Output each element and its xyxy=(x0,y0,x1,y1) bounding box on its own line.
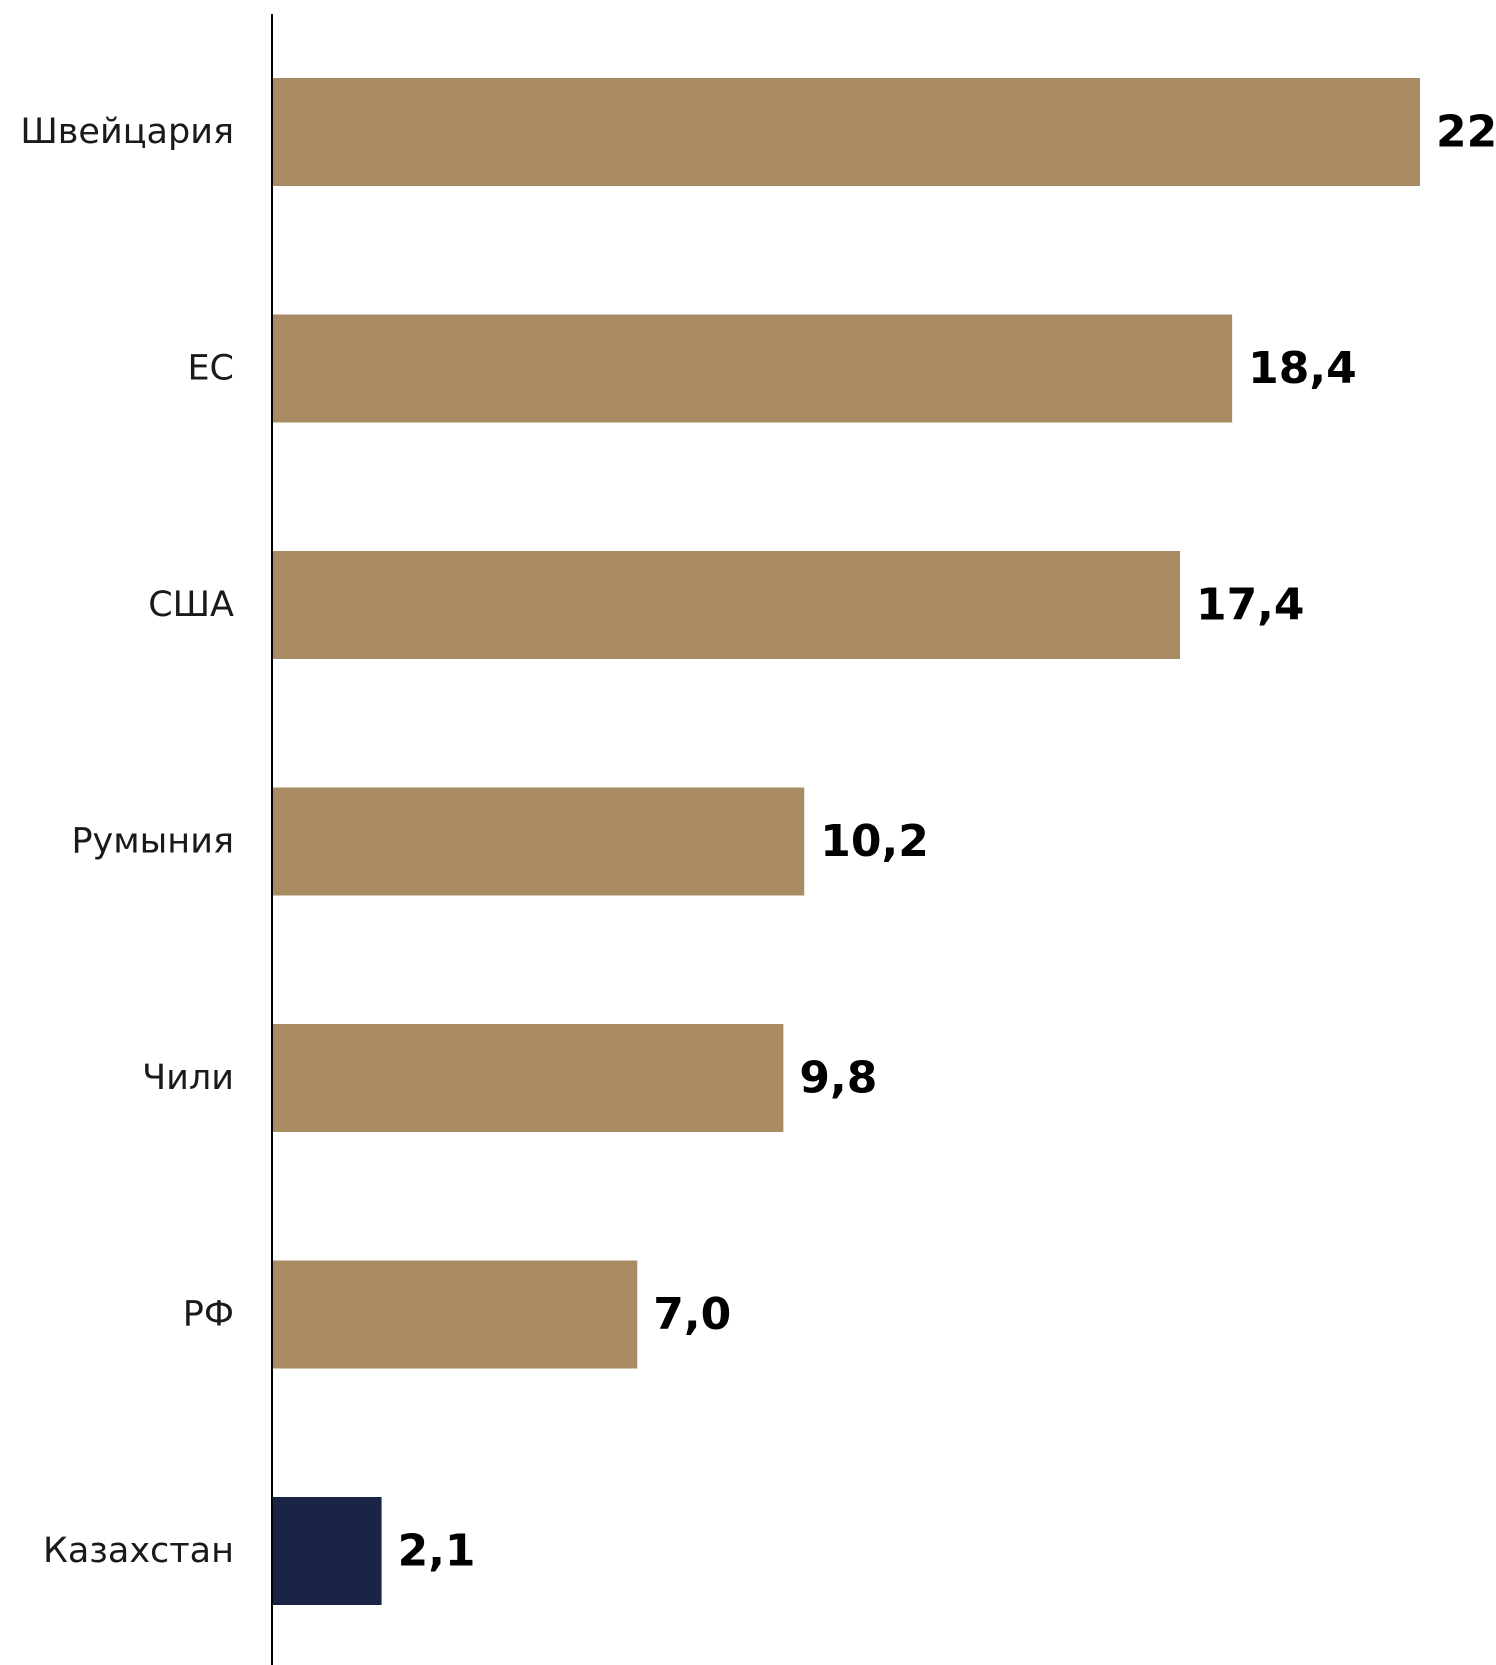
bars-group xyxy=(272,78,1420,1605)
category-label: РФ xyxy=(183,1295,234,1335)
category-label: Чили xyxy=(142,1058,234,1098)
bar-1 xyxy=(272,314,1233,423)
value-label: 17,4 xyxy=(1196,580,1305,631)
value-label: 18,4 xyxy=(1248,343,1357,394)
value-label: 22 xyxy=(1436,107,1496,158)
category-label: ЕС xyxy=(187,349,234,389)
bar-6 xyxy=(272,1497,382,1605)
category-label: Казахстан xyxy=(43,1531,234,1571)
category-label: Швейцария xyxy=(20,112,234,152)
bar-0 xyxy=(272,78,1420,186)
value-label: 10,2 xyxy=(820,816,929,867)
bar-5 xyxy=(272,1260,638,1369)
value-label: 9,8 xyxy=(799,1053,877,1104)
bar-2 xyxy=(272,551,1180,659)
category-labels-group: Швейцария ЕС США Румыния Чили РФ Казахстан xyxy=(20,112,234,1571)
bar-3 xyxy=(272,787,805,896)
category-label: Румыния xyxy=(71,822,234,862)
value-label: 2,1 xyxy=(398,1526,476,1577)
category-label: США xyxy=(148,585,234,625)
value-label: 7,0 xyxy=(653,1289,731,1340)
value-labels-group: 22 18,4 17,4 10,2 9,8 7,0 2,1 xyxy=(398,107,1496,1577)
bar-4 xyxy=(272,1024,784,1132)
